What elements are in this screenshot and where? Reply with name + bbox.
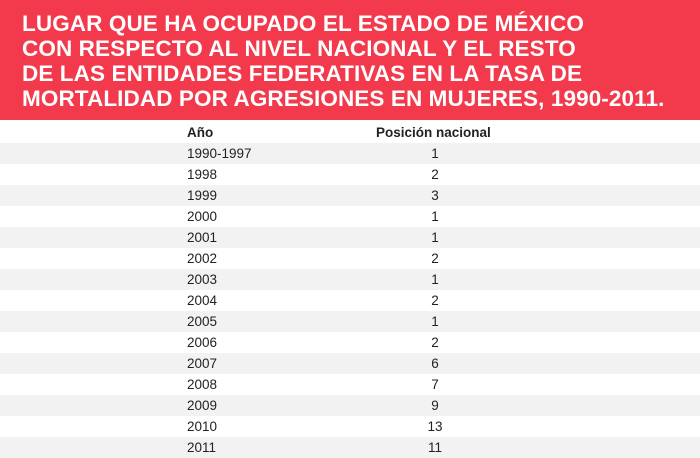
table-header-row: Año Posición nacional xyxy=(0,122,700,143)
table-row: 2008 7 xyxy=(0,374,700,395)
position-cell: 2 xyxy=(431,251,439,266)
position-cell: 1 xyxy=(431,230,439,245)
title-line: MORTALIDAD POR AGRESIONES EN MUJERES, 19… xyxy=(22,86,665,111)
table-row: 2007 6 xyxy=(0,353,700,374)
table-row: 2001 1 xyxy=(0,227,700,248)
title-line: DE LAS ENTIDADES FEDERATIVAS EN LA TASA … xyxy=(22,61,583,86)
position-cell: 2 xyxy=(431,293,439,308)
table-row: 1999 3 xyxy=(0,185,700,206)
ranking-table: Año Posición nacional 1990-1997 1 1998 2… xyxy=(0,122,700,458)
year-cell: 2003 xyxy=(187,272,218,287)
year-cell: 2004 xyxy=(187,293,218,308)
table-row: 2009 9 xyxy=(0,395,700,416)
position-cell: 3 xyxy=(431,188,439,203)
year-column-header: Año xyxy=(187,125,214,140)
position-cell: 1 xyxy=(431,146,439,161)
title-line: LUGAR QUE HA OCUPADO EL ESTADO DE MÉXICO xyxy=(22,11,584,36)
title-line: CON RESPECTO AL NIVEL NACIONAL Y EL REST… xyxy=(22,36,576,61)
year-cell: 2009 xyxy=(187,398,218,413)
year-cell: 2011 xyxy=(187,440,217,455)
position-cell: 2 xyxy=(431,167,439,182)
table-row: 2011 11 xyxy=(0,437,700,458)
table-row: 2002 2 xyxy=(0,248,700,269)
year-cell: 2007 xyxy=(187,356,218,371)
table-row: 2004 2 xyxy=(0,290,700,311)
year-cell: 2002 xyxy=(187,251,218,266)
year-cell: 2008 xyxy=(187,377,218,392)
position-cell: 11 xyxy=(427,440,442,455)
position-cell: 9 xyxy=(431,398,439,413)
position-cell: 1 xyxy=(431,272,439,287)
table-row: 1998 2 xyxy=(0,164,700,185)
year-cell: 2010 xyxy=(187,419,218,434)
table-row: 2003 1 xyxy=(0,269,700,290)
year-cell: 2005 xyxy=(187,314,218,329)
year-cell: 2006 xyxy=(187,335,218,350)
position-cell: 13 xyxy=(427,419,443,434)
position-cell: 6 xyxy=(431,356,439,371)
position-cell: 7 xyxy=(431,377,439,392)
year-cell: 2000 xyxy=(187,209,218,224)
year-cell: 1998 xyxy=(187,167,218,182)
table-row: 2000 1 xyxy=(0,206,700,227)
position-column-header: Posición nacional xyxy=(376,125,491,140)
position-cell: 1 xyxy=(431,209,439,224)
position-cell: 1 xyxy=(431,314,439,329)
year-cell: 1990-1997 xyxy=(187,146,252,161)
table-row: 2006 2 xyxy=(0,332,700,353)
year-cell: 1999 xyxy=(187,188,218,203)
table-row: 2010 13 xyxy=(0,416,700,437)
year-cell: 2001 xyxy=(187,230,218,245)
table-row: 2005 1 xyxy=(0,311,700,332)
table-row: 1990-1997 1 xyxy=(0,143,700,164)
title-banner: LUGAR QUE HA OCUPADO EL ESTADO DE MÉXICO… xyxy=(0,0,700,120)
position-cell: 2 xyxy=(431,335,439,350)
